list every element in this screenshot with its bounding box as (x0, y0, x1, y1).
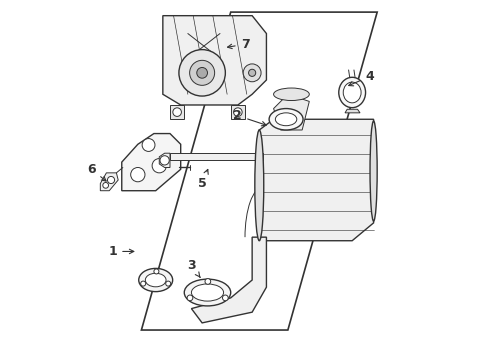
Ellipse shape (139, 269, 172, 292)
Polygon shape (273, 94, 309, 130)
Polygon shape (163, 16, 267, 105)
Ellipse shape (269, 109, 303, 130)
Circle shape (248, 69, 256, 76)
Polygon shape (159, 153, 170, 167)
Circle shape (222, 295, 228, 301)
Polygon shape (231, 105, 245, 119)
Circle shape (103, 183, 109, 188)
Circle shape (234, 108, 242, 116)
Circle shape (154, 269, 159, 274)
Circle shape (107, 176, 115, 184)
Text: 5: 5 (198, 170, 208, 190)
Polygon shape (170, 153, 263, 160)
Text: 7: 7 (227, 38, 249, 51)
Polygon shape (192, 237, 267, 323)
Circle shape (187, 295, 193, 301)
Ellipse shape (146, 273, 166, 287)
Ellipse shape (339, 77, 366, 108)
Ellipse shape (192, 284, 223, 301)
Text: 4: 4 (349, 70, 374, 86)
Circle shape (243, 64, 261, 82)
Ellipse shape (370, 121, 377, 221)
Polygon shape (122, 134, 181, 191)
Text: 1: 1 (108, 245, 134, 258)
Circle shape (173, 108, 181, 116)
Ellipse shape (275, 113, 297, 126)
Text: 2: 2 (233, 109, 266, 126)
Ellipse shape (343, 82, 361, 103)
Circle shape (166, 281, 171, 286)
Polygon shape (259, 119, 373, 241)
Polygon shape (345, 109, 360, 113)
Polygon shape (100, 173, 118, 191)
Circle shape (152, 158, 167, 173)
Text: 6: 6 (87, 163, 106, 181)
Ellipse shape (184, 279, 231, 306)
Circle shape (179, 50, 225, 96)
Circle shape (142, 139, 155, 152)
Polygon shape (170, 105, 184, 119)
Circle shape (141, 281, 146, 286)
Ellipse shape (273, 88, 309, 100)
Circle shape (131, 167, 145, 182)
Circle shape (190, 60, 215, 85)
Circle shape (197, 67, 207, 78)
Polygon shape (142, 12, 377, 330)
Text: 3: 3 (187, 259, 200, 277)
Ellipse shape (255, 130, 264, 241)
Circle shape (160, 156, 169, 165)
Circle shape (205, 279, 211, 284)
